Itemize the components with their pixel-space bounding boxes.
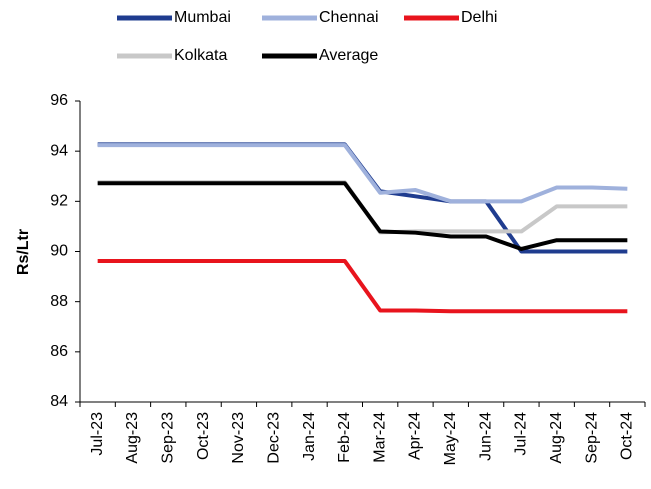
series-line [97, 143, 628, 204]
y-tick-label: 86 [50, 343, 68, 360]
x-tick-label: Nov-23 [230, 412, 247, 464]
legend-label: Chennai [319, 9, 379, 26]
series-line [97, 142, 628, 254]
x-tick-label: Jun-24 [477, 412, 494, 461]
x-tick-label: Aug-24 [548, 412, 565, 464]
y-tick-label: 94 [50, 142, 68, 159]
x-tick-label: Sep-24 [583, 412, 600, 464]
legend-label: Delhi [461, 9, 497, 26]
y-tick-label: 84 [50, 393, 68, 410]
x-tick-label: Jul-24 [513, 412, 530, 456]
x-tick-label: Dec-23 [265, 412, 282, 464]
y-tick-label: 90 [50, 243, 68, 260]
y-axis-label: Rs/Ltr [15, 229, 32, 275]
series-line [97, 181, 628, 251]
x-tick-label: Oct-23 [195, 412, 212, 460]
legend-label: Average [319, 47, 378, 64]
x-tick-label: Feb-24 [336, 412, 353, 463]
x-tick-label: Oct-24 [619, 412, 636, 460]
y-tick-label: 96 [50, 92, 68, 109]
legend-label: Mumbai [174, 9, 231, 26]
x-tick-label: Mar-24 [371, 412, 388, 463]
y-tick-label: 88 [50, 293, 68, 310]
x-tick-label: Apr-24 [407, 412, 424, 460]
x-tick-label: Jul-23 [89, 412, 106, 456]
legend-label: Kolkata [174, 47, 227, 64]
x-tick-label: Sep-23 [160, 412, 177, 464]
x-tick-label: Jan-24 [301, 412, 318, 461]
series-line [97, 259, 628, 314]
x-tick-label: May-24 [442, 412, 459, 465]
x-tick-label: Aug-23 [124, 412, 141, 464]
y-tick-label: 92 [50, 193, 68, 210]
